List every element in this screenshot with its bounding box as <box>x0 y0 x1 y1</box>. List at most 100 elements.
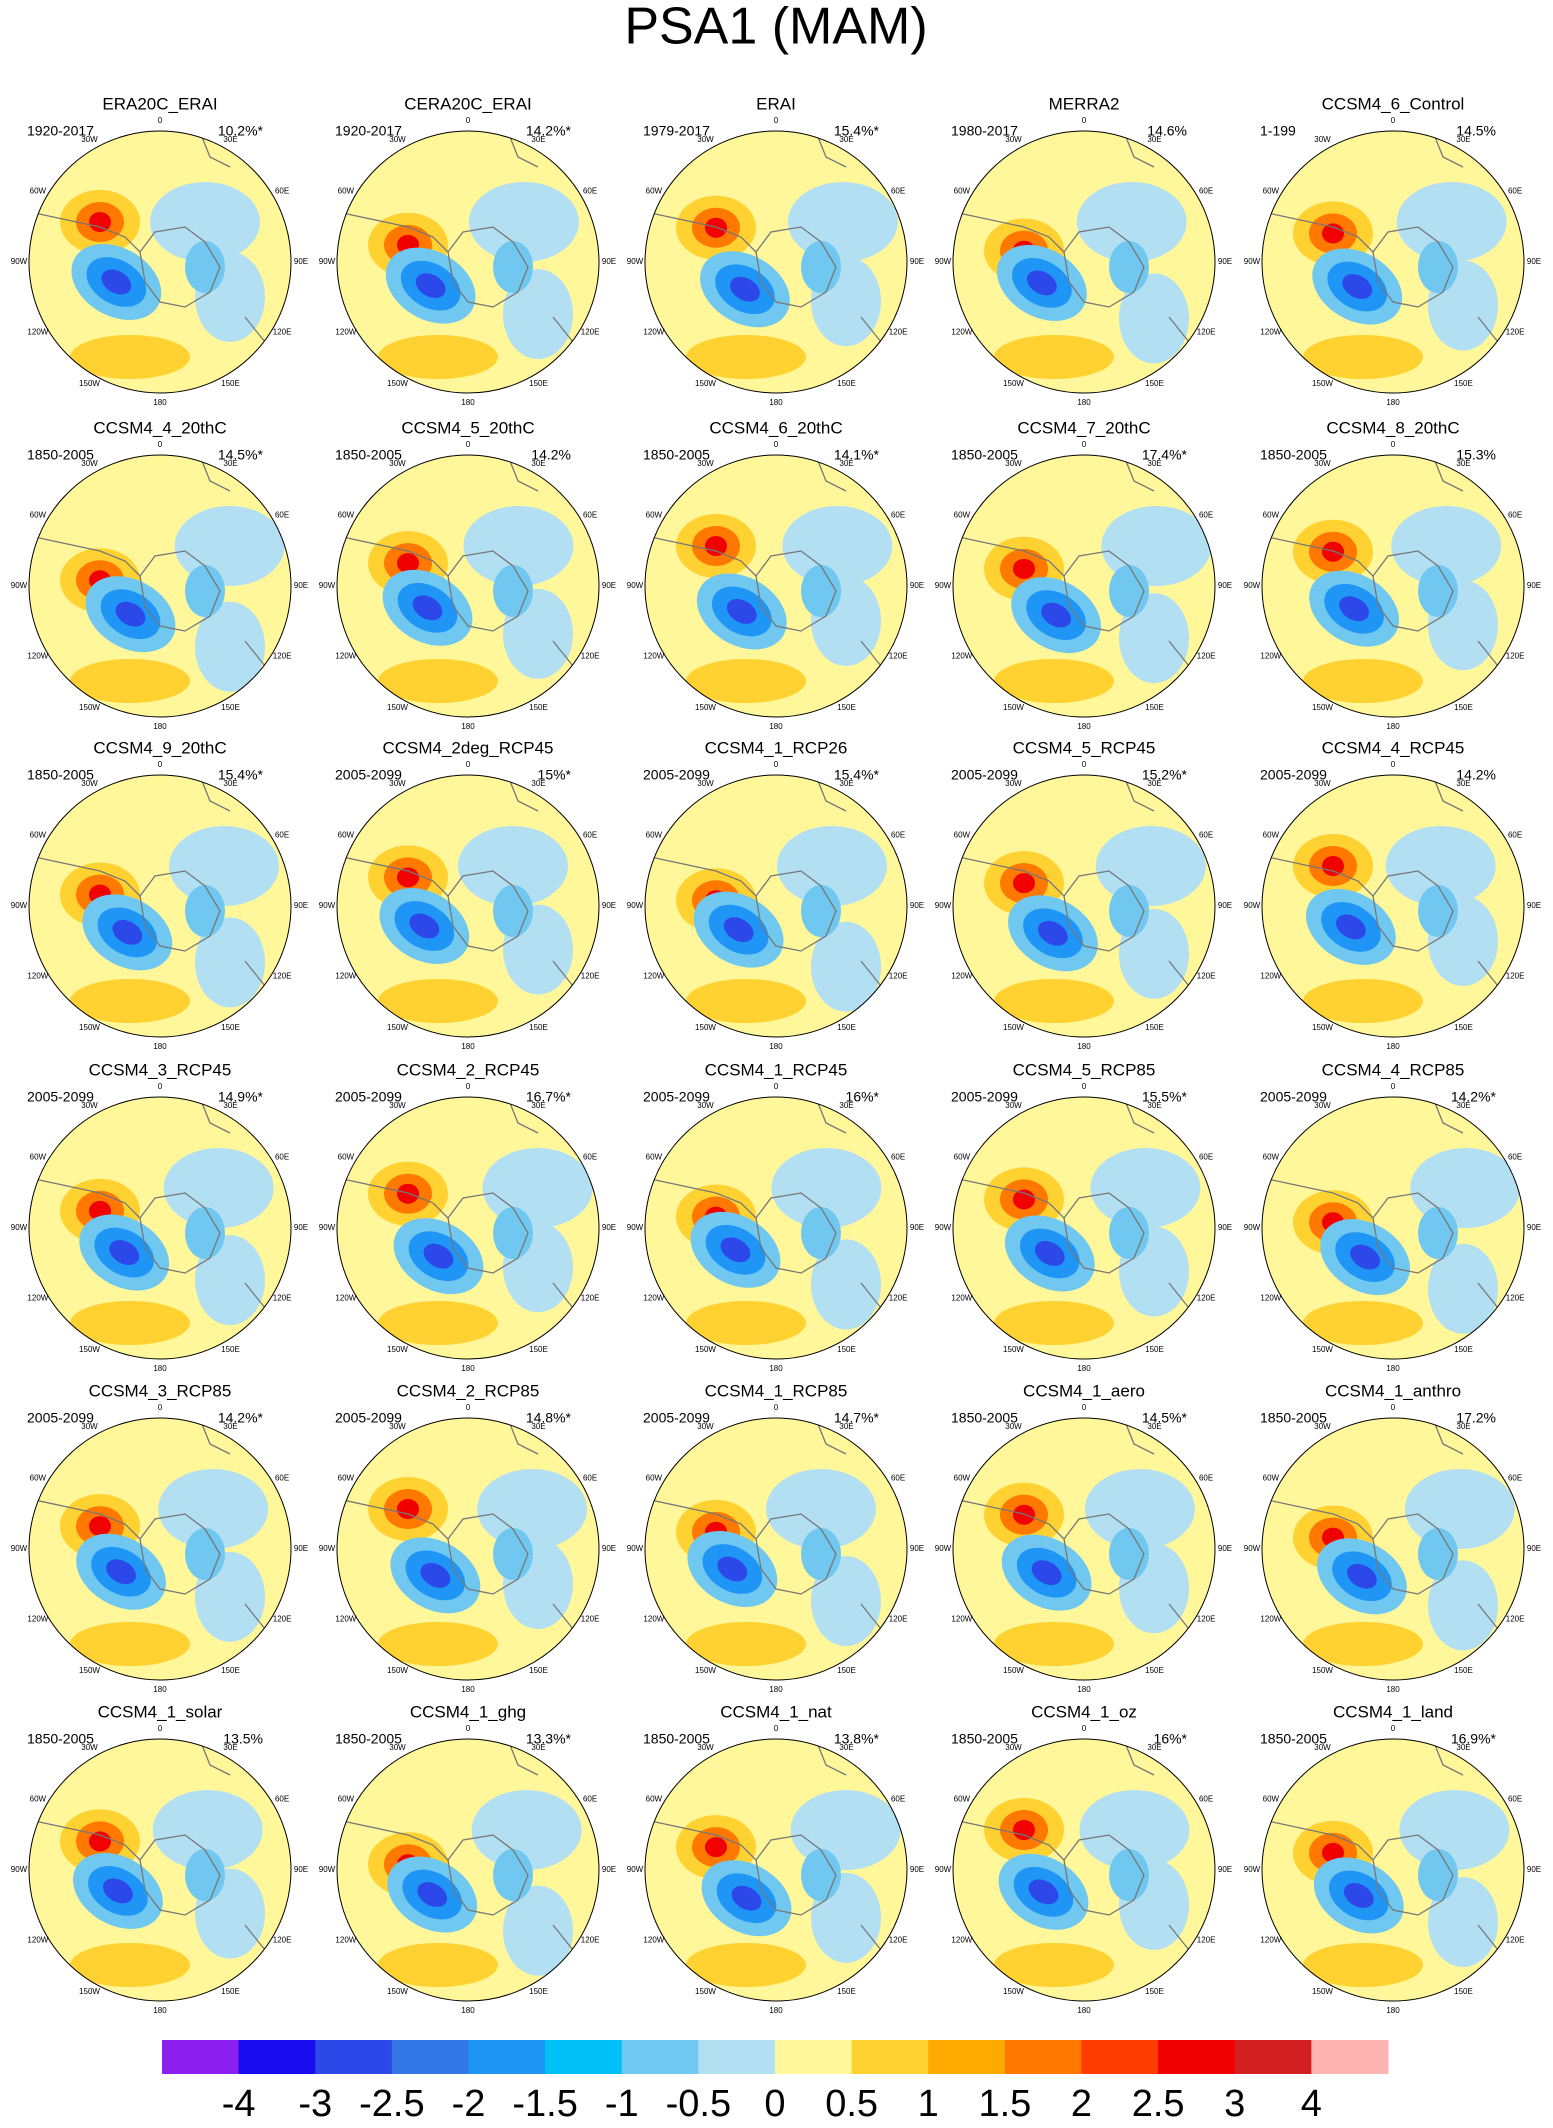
coastline <box>953 1418 1190 1655</box>
panel-percent: 14.1%* <box>834 447 880 463</box>
lon-label: 150W <box>1003 1345 1024 1354</box>
lon-label: 150E <box>529 1345 548 1354</box>
field-blob <box>717 1556 748 1582</box>
map-border <box>28 1096 292 1360</box>
lon-label: 120E <box>273 652 292 661</box>
map-border <box>644 774 908 1038</box>
map-border <box>1261 774 1525 1038</box>
coastline <box>337 1418 574 1655</box>
lon-label: 90W <box>1244 257 1261 266</box>
lon-label: 90W <box>935 1223 952 1232</box>
lon-label: 30W <box>1314 1743 1331 1752</box>
field-blob <box>101 269 132 295</box>
map <box>29 131 291 393</box>
field-blob <box>423 1243 454 1269</box>
lon-label: 0 <box>1082 1724 1087 1733</box>
field-blob <box>503 269 573 360</box>
lon-label: 120W <box>27 652 48 661</box>
lon-label: 150W <box>695 1987 716 1996</box>
lon-label: 90W <box>11 901 28 910</box>
panel-period: 2005-2099 <box>27 1410 94 1426</box>
field-blob <box>1322 541 1344 562</box>
panel-period: 2005-2099 <box>1260 767 1327 783</box>
field-blob <box>801 1849 841 1901</box>
field-blob <box>1391 506 1502 586</box>
map <box>29 455 291 717</box>
lon-label: 30E <box>223 1422 237 1431</box>
lon-label: 90W <box>319 901 336 910</box>
lon-label: 90E <box>910 1223 924 1232</box>
lon-label: 150W <box>79 1666 100 1675</box>
panel-title: CCSM4_5_RCP85 <box>1013 1060 1156 1079</box>
colorbar-label: -0.5 <box>666 2083 731 2123</box>
field-blob <box>811 921 881 1012</box>
lon-label: 0 <box>1082 1082 1087 1091</box>
panel-period: 2005-2099 <box>335 1089 402 1105</box>
lon-label: 150W <box>79 379 100 388</box>
lon-label: 120W <box>27 1294 48 1303</box>
lon-label: 120W <box>27 1615 48 1624</box>
map <box>645 131 907 393</box>
panel-percent: 14.2%* <box>526 123 572 139</box>
field-blob <box>1350 1244 1380 1270</box>
lon-label: 30W <box>1005 1422 1022 1431</box>
map-border <box>28 1738 292 2002</box>
lon-label: 120E <box>581 1615 600 1624</box>
lon-label: 120W <box>1260 328 1281 337</box>
lon-label: 30E <box>1147 1101 1161 1110</box>
field-blob <box>994 979 1114 1023</box>
lon-label: 90E <box>1218 1865 1232 1874</box>
lon-label: 30E <box>531 1422 545 1431</box>
field-blob <box>801 241 841 293</box>
map <box>29 775 291 1037</box>
lon-label: 60W <box>954 1795 971 1804</box>
field-blob <box>103 1878 133 1904</box>
lon-label: 60E <box>583 1153 597 1162</box>
figure-title: PSA1 (MAM) <box>624 0 927 56</box>
lon-label: 60W <box>954 1153 971 1162</box>
lon-label: 0 <box>158 1724 163 1733</box>
lon-label: 150W <box>1312 1023 1333 1032</box>
lon-label: 60W <box>338 187 355 196</box>
panel-period: 1920-2017 <box>27 123 94 139</box>
lon-label: 30E <box>1456 1101 1470 1110</box>
lon-label: 60W <box>338 1474 355 1483</box>
lon-label: 30E <box>1456 779 1470 788</box>
panel-period: 1850-2005 <box>1260 1731 1327 1747</box>
lon-label: 150W <box>79 703 100 712</box>
lon-label: 150E <box>221 703 240 712</box>
coastline <box>645 1097 882 1334</box>
panel-title: CCSM4_1_RCP26 <box>705 738 848 757</box>
panel-percent: 15.4%* <box>834 767 880 783</box>
lon-label: 0 <box>466 116 471 125</box>
coastline <box>1262 455 1499 692</box>
lon-label: 120E <box>889 1936 908 1945</box>
lon-label: 0 <box>774 760 779 769</box>
panel-period: 1850-2005 <box>1260 447 1327 463</box>
lon-label: 30E <box>839 1743 853 1752</box>
lon-label: 60E <box>1199 1795 1213 1804</box>
lon-label: 150E <box>837 1987 856 1996</box>
lon-label: 180 <box>1386 1364 1400 1373</box>
map <box>29 1739 291 2001</box>
map-border <box>28 130 292 394</box>
field-blob <box>1109 241 1149 293</box>
panel-title: CCSM4_1_anthro <box>1325 1381 1461 1400</box>
colorbar-label: -4 <box>222 2083 256 2123</box>
lon-label: 90E <box>1527 257 1541 266</box>
lon-label: 60W <box>646 831 663 840</box>
map <box>1262 455 1524 717</box>
lon-label: 150W <box>695 703 716 712</box>
lon-label: 60W <box>646 1153 663 1162</box>
field-blob <box>468 182 579 262</box>
field-blob <box>378 1943 498 1987</box>
coastline <box>953 131 1190 368</box>
map-border <box>644 454 908 718</box>
lon-label: 90E <box>1218 581 1232 590</box>
lon-label: 0 <box>466 1082 471 1091</box>
lon-label: 120E <box>1197 1615 1216 1624</box>
lon-label: 150E <box>837 1023 856 1032</box>
colorbar-swatch <box>238 2040 316 2074</box>
lon-label: 150W <box>387 1345 408 1354</box>
field-blob <box>1109 1528 1149 1580</box>
